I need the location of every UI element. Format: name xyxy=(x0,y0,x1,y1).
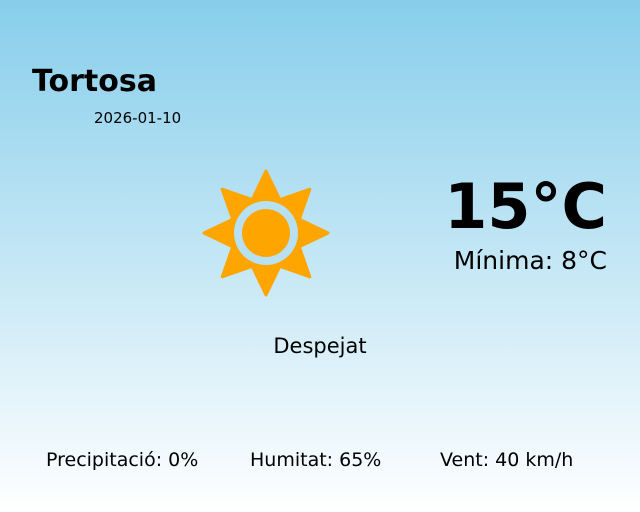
weather-condition: Despejat xyxy=(273,334,367,358)
humidity: Humitat: 65% xyxy=(250,449,382,471)
precipitation: Precipitació: 0% xyxy=(46,449,199,471)
city-name: Tortosa xyxy=(32,64,157,99)
minimum-temperature: Mínima: 8°C xyxy=(453,246,607,275)
sun-core xyxy=(242,209,290,257)
forecast-date: 2026-01-10 xyxy=(94,109,182,127)
sun-icon xyxy=(202,169,330,297)
current-temperature: 15°C xyxy=(444,170,607,243)
wind: Vent: 40 km/h xyxy=(440,449,574,471)
